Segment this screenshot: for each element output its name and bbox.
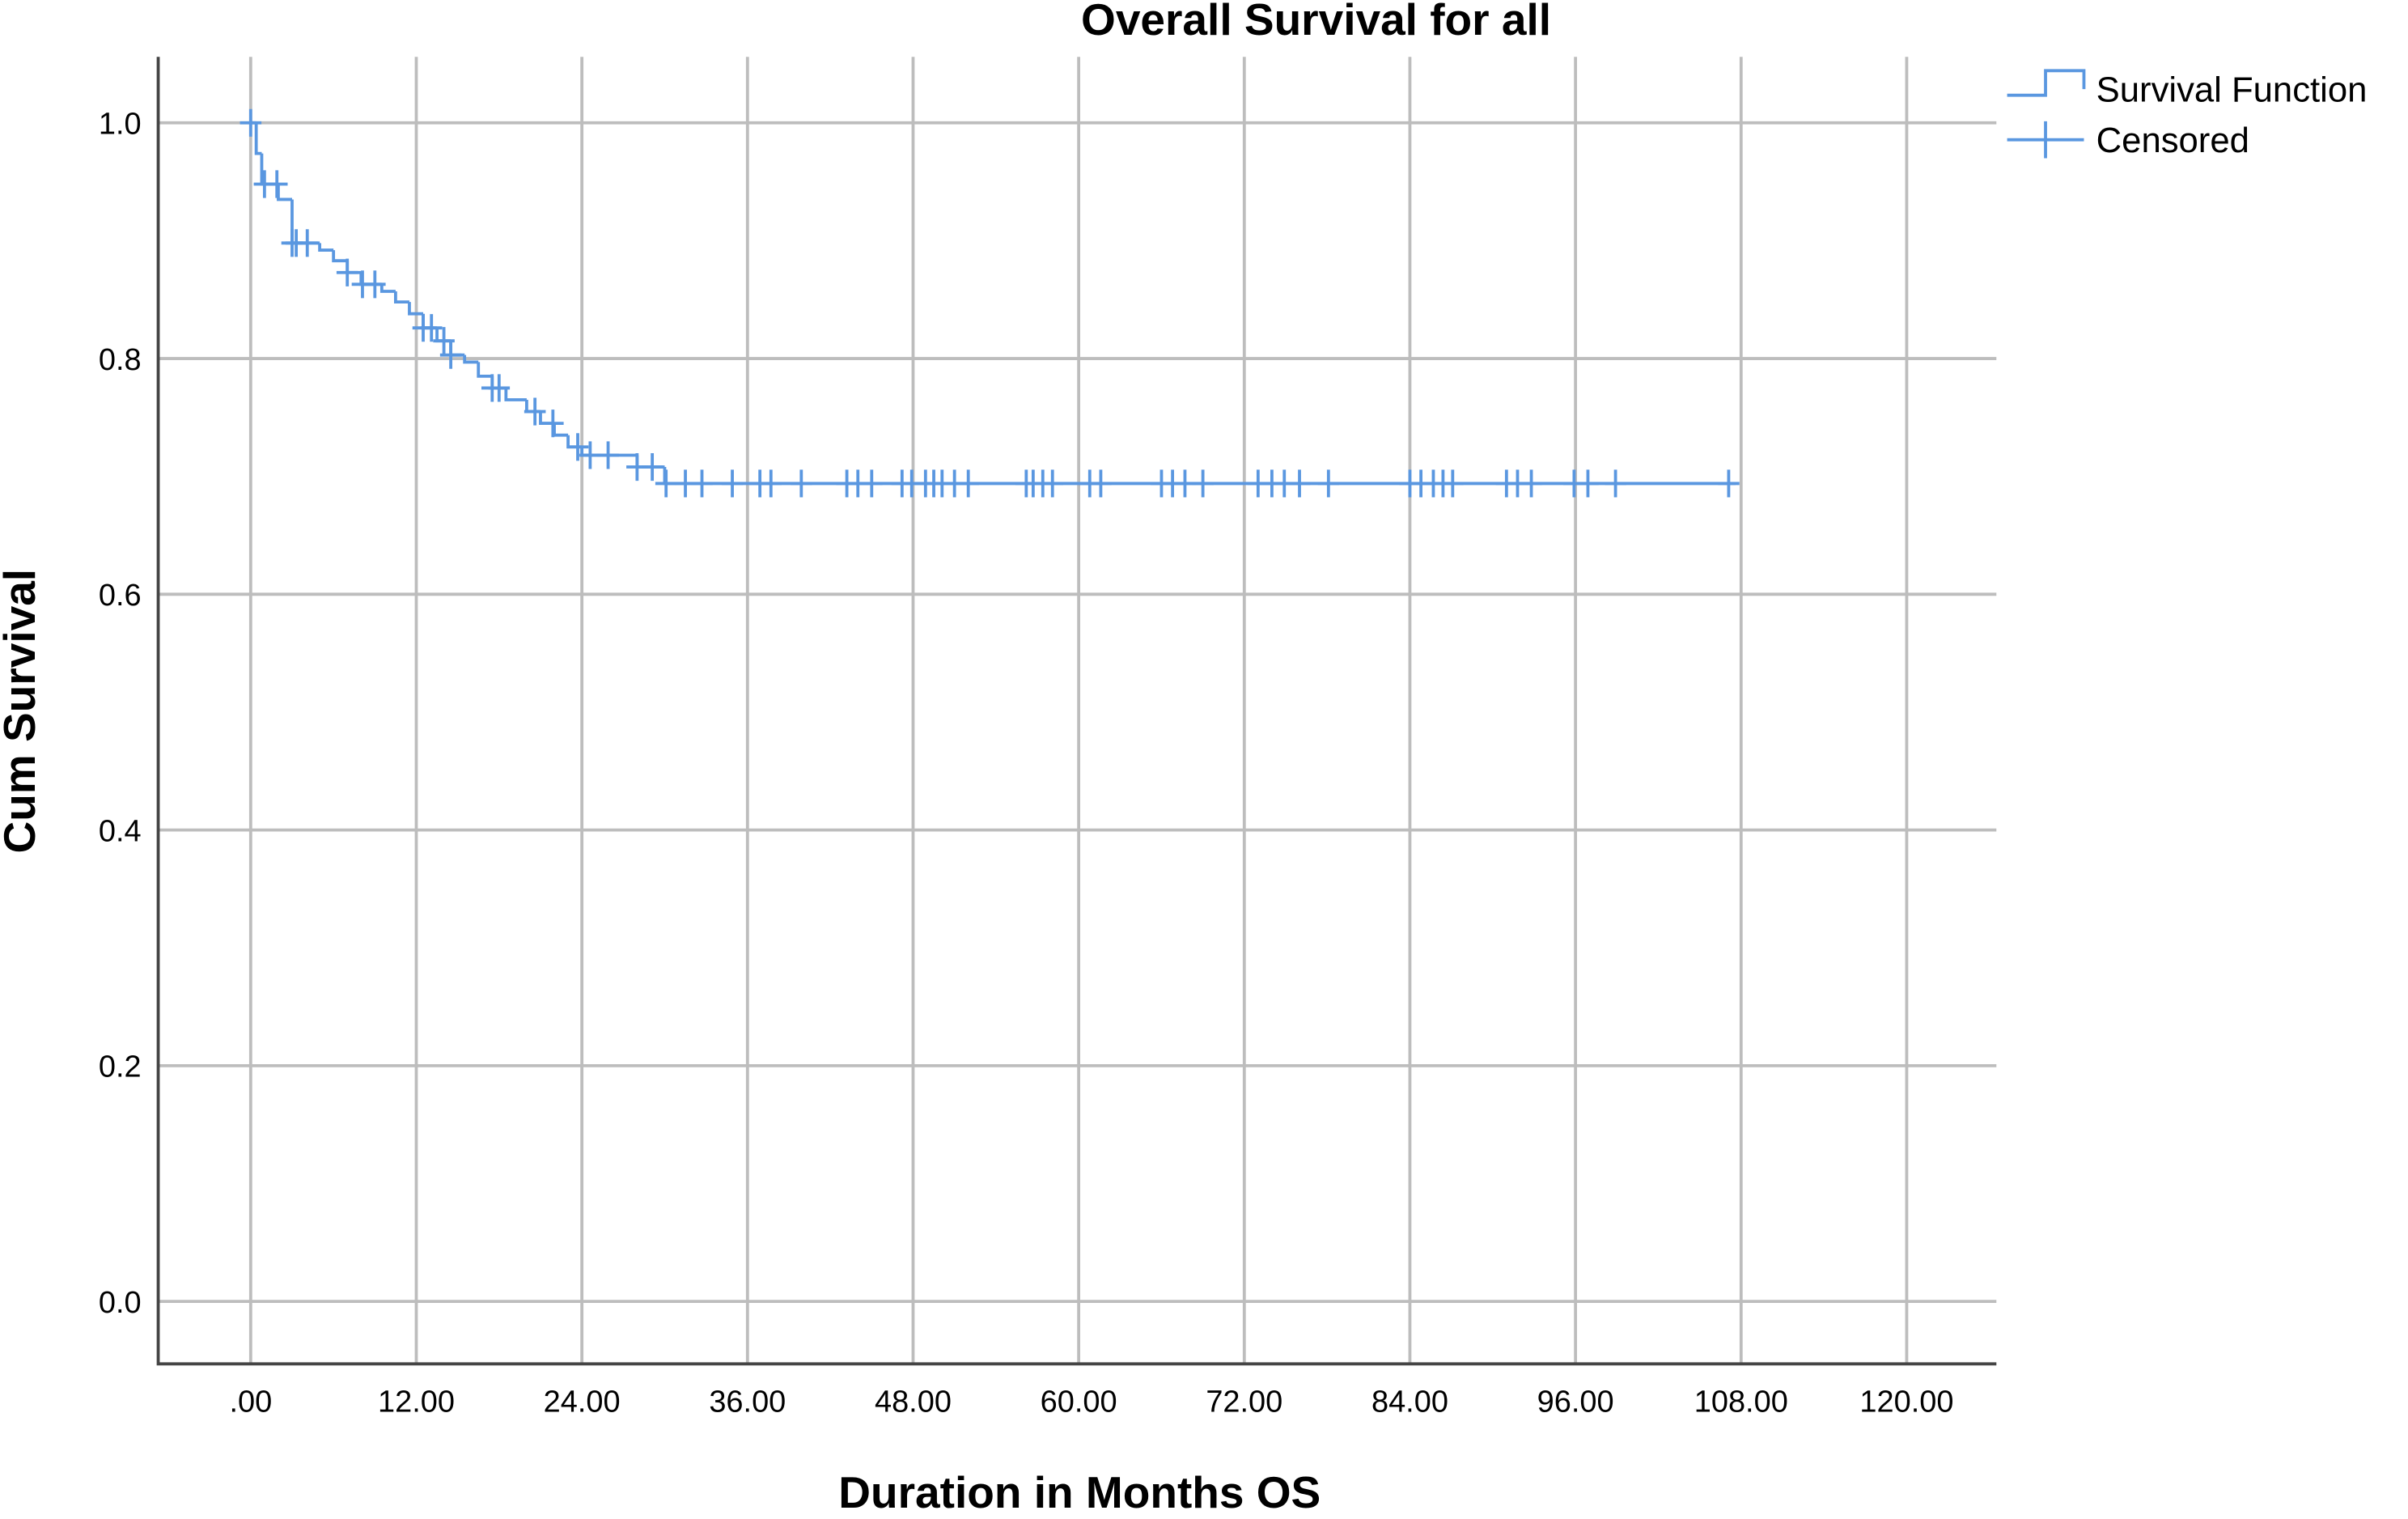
censored-mark (791, 469, 812, 498)
legend-label: Survival Function (2096, 70, 2368, 109)
y-tick-label: 0.2 (99, 1050, 142, 1084)
censored-mark (542, 409, 564, 438)
censored-mark (1718, 469, 1740, 498)
survival-step (318, 243, 334, 252)
censored-mark (861, 469, 883, 498)
x-tick-label: 48.00 (875, 1385, 952, 1419)
censored-mark (760, 469, 782, 498)
censored-mark (1288, 469, 1311, 498)
x-tick-label: 72.00 (1206, 1385, 1282, 1419)
censored-mark (1174, 469, 1196, 498)
legend-symbol (2007, 121, 2084, 159)
censored-mark (655, 469, 677, 498)
censored-mark (1041, 469, 1064, 498)
legend-symbol (2007, 69, 2086, 97)
censored-mark (1520, 469, 1542, 498)
survival-step (477, 362, 493, 378)
censored-mark (336, 258, 358, 286)
censored-mark (420, 314, 443, 342)
censored-mark (1192, 469, 1214, 498)
censored-mark (691, 469, 713, 498)
x-tick-label: 120.00 (1859, 1385, 1953, 1419)
censored-mark (433, 327, 455, 355)
censored-mark (1577, 469, 1599, 498)
x-tick-label: 12.00 (378, 1385, 455, 1419)
censored-mark (1605, 469, 1626, 498)
x-tick-label: 60.00 (1041, 1385, 1117, 1419)
axis-line (156, 57, 1997, 1366)
chart-title: Overall Survival for all (1081, 0, 1551, 45)
x-tick-label: 84.00 (1371, 1385, 1448, 1419)
x-tick-label: 96.00 (1537, 1385, 1614, 1419)
survival-step (254, 122, 262, 155)
censored-mark (240, 108, 262, 137)
survival-step (463, 354, 479, 364)
censored-mark (439, 341, 462, 369)
censored-mark (597, 441, 619, 469)
x-tick-label: 108.00 (1694, 1385, 1788, 1419)
censored-mark (957, 469, 979, 498)
censored-mark (296, 229, 319, 257)
x-axis-label: Duration in Months OS (838, 1467, 1321, 1517)
y-tick-label: 0.8 (99, 343, 142, 377)
survival-step (393, 291, 409, 304)
survival-step (504, 388, 527, 401)
legend-label: Censored (2096, 121, 2249, 160)
y-tick-label: 0.6 (99, 579, 142, 613)
x-tick-label: .00 (229, 1385, 272, 1419)
y-axis-label: Cum Survival (0, 569, 45, 854)
survival-step (379, 284, 396, 293)
y-tick-label: 1.0 (99, 108, 142, 142)
survival-step (408, 302, 424, 316)
x-tick-label: 24.00 (544, 1385, 621, 1419)
censored-mark (265, 170, 288, 198)
censored-mark (579, 441, 601, 469)
censored-mark (641, 452, 663, 482)
censored-mark (721, 469, 744, 498)
censored-mark (364, 270, 386, 299)
censored-mark (1442, 469, 1464, 498)
y-tick-label: 0.4 (99, 814, 142, 848)
x-tick-label: 36.00 (709, 1385, 786, 1419)
censored-mark (566, 433, 589, 461)
y-tick-label: 0.0 (99, 1286, 142, 1320)
censored-mark (488, 374, 511, 402)
censored-mark (1090, 469, 1112, 498)
censored-mark (524, 397, 546, 426)
censored-mark (1317, 469, 1340, 498)
survival-step (332, 250, 348, 263)
